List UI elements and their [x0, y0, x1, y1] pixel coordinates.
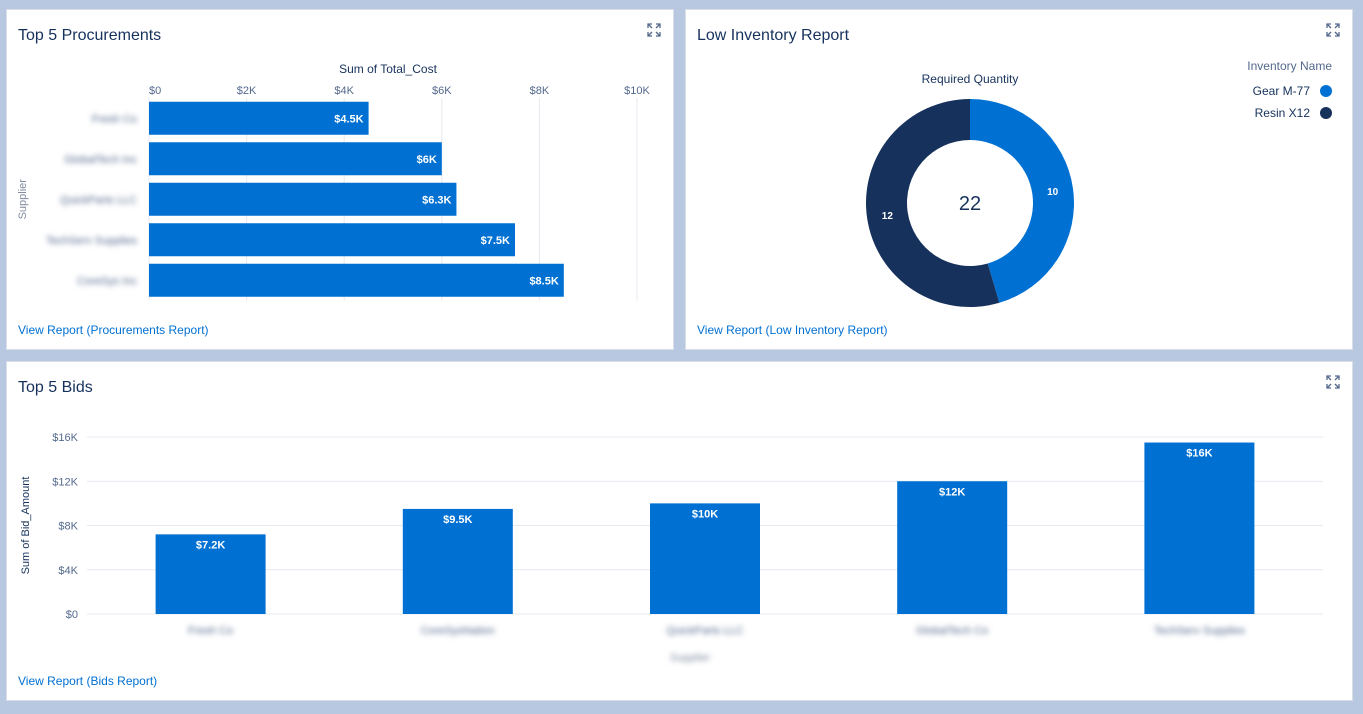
slice-value-label: 12 — [882, 211, 894, 222]
procurements-title: Top 5 Procurements — [18, 27, 162, 44]
bar-value-label: $9.5K — [443, 514, 472, 526]
chart-title: Sum of Total_Cost — [339, 62, 437, 76]
bar[interactable] — [402, 508, 513, 614]
bar-value-label: $10K — [692, 508, 718, 520]
bar[interactable] — [650, 503, 760, 614]
bar[interactable] — [149, 182, 457, 216]
bids-report-link[interactable]: View Report (Bids Report) — [18, 674, 158, 688]
category-label: TechServ Supplies — [46, 235, 138, 247]
procurements-card: Top 5 Procurements Sum of Total_Cost $0 $2… — [6, 9, 674, 350]
y-tick-label: $8K — [58, 521, 78, 533]
bar-value-label: $4.5K — [334, 113, 363, 125]
bar-value-label: $6.3K — [422, 194, 451, 206]
donut-slice[interactable] — [970, 99, 1074, 303]
x-tick-label: $4K — [334, 85, 354, 97]
chart-title: Required Quantity — [922, 72, 1019, 86]
expand-icon[interactable] — [647, 23, 661, 37]
legend-item-label: Resin X12 — [1255, 106, 1311, 120]
y-axis-label: Sum of Bid_Amount — [20, 477, 32, 575]
bar[interactable] — [155, 534, 266, 614]
bar-value-label: $12K — [939, 486, 965, 498]
expand-icon[interactable] — [1326, 375, 1340, 389]
bar-value-label: $6K — [417, 154, 437, 166]
expand-icon[interactable] — [1326, 23, 1340, 37]
bar-value-label: $7.2K — [196, 539, 225, 551]
bar-value-label: $16K — [1186, 448, 1212, 460]
bar[interactable] — [149, 101, 369, 135]
inventory-title: Low Inventory Report — [697, 27, 850, 44]
y-axis-label: Supplier — [17, 179, 29, 220]
slice-value-label: 10 — [1047, 187, 1059, 198]
y-tick-label: $12K — [52, 476, 78, 488]
category-label: Fresh Co — [188, 625, 233, 637]
category-label: GlobalTech Co — [916, 625, 988, 637]
legend-swatch — [1320, 107, 1332, 119]
bids-chart: $0 $4K $8K $12K $16K Sum of Bid_Amount $7.2K Fr… — [20, 432, 1323, 664]
x-tick-label: $10K — [624, 85, 650, 97]
category-label: QuickParts LLC — [60, 194, 137, 206]
x-tick-label: $0 — [149, 85, 161, 97]
procurements-chart: Sum of Total_Cost $0 $2K $4K $6K $8K $10K Suppl… — [17, 62, 651, 301]
inventory-card: Low Inventory Report Required Quantity 10… — [685, 9, 1353, 350]
donut-total: 22 — [959, 193, 981, 215]
bar[interactable] — [149, 263, 564, 297]
y-tick-label: $4K — [58, 565, 78, 577]
bar[interactable] — [149, 142, 442, 176]
y-tick-label: $16K — [52, 432, 78, 444]
category-label: Fresh Co — [92, 113, 137, 125]
bar[interactable] — [1144, 442, 1255, 614]
bids-card: Top 5 Bids $0 $4K $8K $12K $16K Sum of Bid_Am… — [6, 361, 1353, 701]
category-label: TechServ Supplies — [1154, 625, 1246, 637]
bar-value-label: $8.5K — [529, 275, 558, 287]
bar-value-label: $7.5K — [481, 235, 510, 247]
y-tick-label: $0 — [66, 609, 78, 621]
bar[interactable] — [149, 223, 515, 257]
x-tick-label: $2K — [237, 85, 257, 97]
x-axis-label: Supplier — [670, 652, 711, 664]
legend-swatch — [1320, 85, 1332, 97]
donut-slice[interactable] — [866, 99, 1000, 307]
x-tick-label: $6K — [432, 85, 452, 97]
inventory-report-link[interactable]: View Report (Low Inventory Report) — [697, 323, 888, 337]
category-label: CoreSys Inc — [77, 275, 137, 287]
x-tick-label: $8K — [530, 85, 550, 97]
category-label: CoreSysNation — [421, 625, 495, 637]
inventory-chart: Required Quantity 10 12 22 Inventory Name Gea… — [866, 59, 1332, 307]
bar[interactable] — [897, 481, 1008, 614]
procurements-report-link[interactable]: View Report (Procurements Report) — [18, 323, 209, 337]
category-label: GlobalTech Inc — [64, 154, 137, 166]
legend-item-label: Gear M-77 — [1253, 84, 1311, 98]
legend-title: Inventory Name — [1247, 59, 1332, 73]
bids-title: Top 5 Bids — [18, 379, 93, 396]
category-label: QuickParts LLC — [666, 625, 743, 637]
